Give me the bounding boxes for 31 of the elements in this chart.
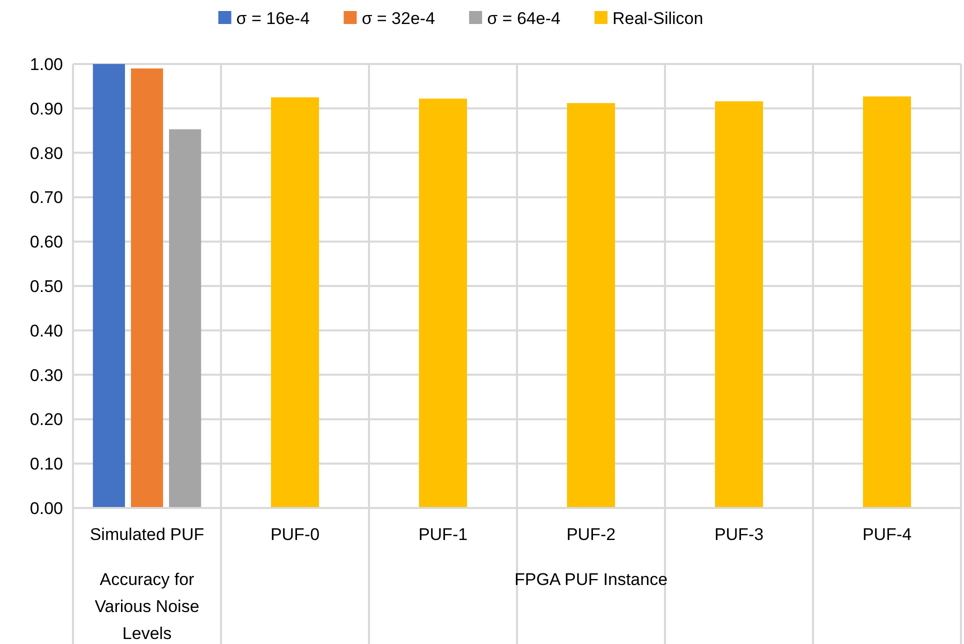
x-tick-label: PUF-0: [270, 525, 320, 544]
x-tick-label: PUF-3: [714, 525, 764, 544]
x-tick-label: Simulated PUF: [90, 525, 204, 544]
y-tick-label: 0.30: [30, 366, 63, 385]
x-tick-label: PUF-4: [862, 525, 912, 544]
bar: [715, 101, 763, 508]
legend-label: σ = 32e-4: [362, 8, 436, 28]
bar: [567, 103, 615, 508]
text: FPGA PUF Instance: [514, 570, 668, 589]
bar: [419, 98, 467, 508]
bar: [92, 64, 125, 508]
legend-label: Real-Silicon: [612, 8, 704, 28]
y-tick-label: 0.20: [30, 410, 63, 430]
bar: [130, 68, 164, 508]
y-tick-label: 0.10: [30, 454, 63, 474]
x-tick-label: PUF-2: [566, 525, 616, 544]
y-tick-label: 1.00: [30, 54, 63, 74]
legend-label: σ = 64e-4: [487, 8, 560, 28]
y-tick-label: 0.50: [30, 276, 63, 296]
legend-label: σ = 16e-4: [236, 8, 310, 28]
y-tick-label: 0.00: [30, 498, 63, 518]
text: Accuracy for Various Noise Levels: [94, 570, 200, 643]
bar: [169, 129, 202, 508]
y-tick-label: 0.80: [30, 144, 63, 163]
x-tick-label: PUF-1: [418, 525, 468, 544]
y-tick-label: 0.60: [30, 232, 63, 252]
y-tick-label: 0.70: [30, 188, 63, 208]
y-tick-label: 0.90: [30, 99, 63, 118]
y-tick-label: 0.40: [30, 321, 63, 340]
bar: [271, 97, 319, 508]
bar: [863, 96, 911, 508]
